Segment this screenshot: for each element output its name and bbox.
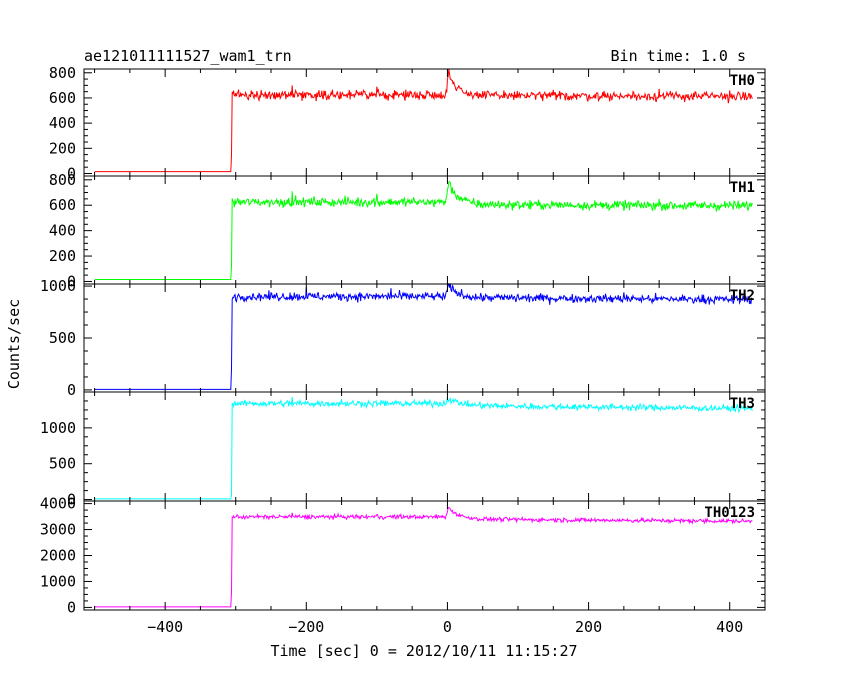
y-tick-label: 1000 xyxy=(40,572,76,590)
y-tick-label: 0 xyxy=(67,272,76,290)
y-tick-label: 800 xyxy=(49,171,76,189)
panel-name-label: TH0123 xyxy=(704,505,755,521)
panel-name-label: TH2 xyxy=(730,288,755,304)
series-line-th2 xyxy=(94,282,753,390)
y-tick-label: 200 xyxy=(49,139,76,157)
series-line-th0123 xyxy=(94,507,753,608)
y-tick-label: 4000 xyxy=(40,495,76,513)
panel-name-label: TH3 xyxy=(730,396,755,412)
x-tick-label: 0 xyxy=(443,618,452,636)
y-tick-label: 2000 xyxy=(40,547,76,565)
panel-frame xyxy=(83,175,766,285)
y-tick-label: 400 xyxy=(49,114,76,132)
y-tick-label: 1000 xyxy=(40,277,76,295)
bin-time-label: Bin time: 1.0 s xyxy=(611,47,746,65)
y-tick-label: 200 xyxy=(49,247,76,265)
y-tick-label: 400 xyxy=(49,222,76,240)
series-line-th0 xyxy=(94,69,753,173)
y-tick-label: 0 xyxy=(67,164,76,182)
y-axis-title: Counts/sec xyxy=(5,299,23,389)
y-tick-label: 800 xyxy=(49,64,76,82)
y-tick-label: 0 xyxy=(67,491,76,509)
x-tick-label: −200 xyxy=(288,618,324,636)
panel-frame xyxy=(83,68,766,177)
y-tick-label: 0 xyxy=(67,381,76,399)
x-tick-label: 400 xyxy=(716,618,743,636)
y-tick-label: 1000 xyxy=(40,419,76,437)
y-tick-label: 500 xyxy=(49,329,76,347)
panel-th1: 0 200 400 600 800 TH1 xyxy=(49,171,766,290)
series-line-th3 xyxy=(94,396,753,500)
panel-frame xyxy=(83,283,766,393)
panel-th3: 0 500 1000 TH3 xyxy=(40,391,766,509)
y-tick-label: 600 xyxy=(49,89,76,107)
x-tick-label: 200 xyxy=(575,618,602,636)
panel-name-label: TH0 xyxy=(730,73,755,89)
panels-group: 0 200 400 600 800 TH0 0 200 400 600 800 TH1 0 500 1000… xyxy=(40,64,766,636)
x-axis-title: Time [sec] 0 = 2012/10/11 11:15:27 xyxy=(270,642,577,660)
panel-name-label: TH1 xyxy=(730,180,755,196)
y-tick-label: 600 xyxy=(49,196,76,214)
panel-th0: 0 200 400 600 800 TH0 xyxy=(49,64,766,182)
y-tick-label: 3000 xyxy=(40,521,76,539)
panel-th2: 0 500 1000 TH2 xyxy=(40,277,766,399)
plot-title: ae121011111527_wam1_trn xyxy=(84,47,292,65)
series-line-th1 xyxy=(94,181,753,281)
y-tick-label: 0 xyxy=(67,598,76,616)
x-tick-label: −400 xyxy=(147,618,183,636)
panel-th0123: 0 1000 2000 3000 4000 TH0123 xyxy=(40,495,766,616)
y-tick-label: 500 xyxy=(49,455,76,473)
